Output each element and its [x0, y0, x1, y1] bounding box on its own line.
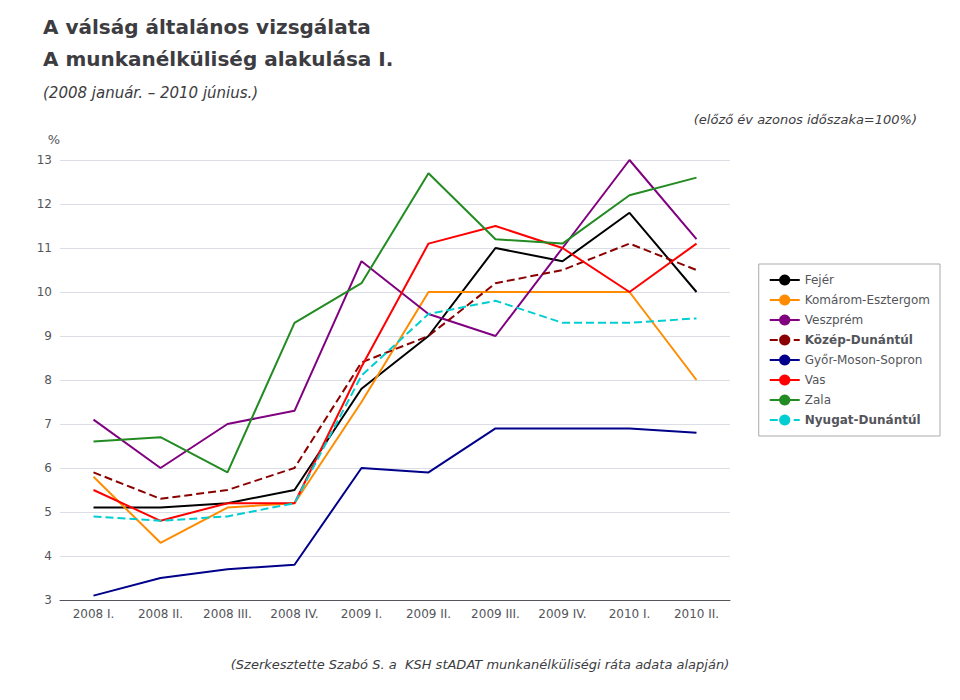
svg-text:A munkanélküliség alakulása I.: A munkanélküliség alakulása I. — [43, 47, 393, 71]
svg-text:(Szerkesztette Szabó S. a KSH: (Szerkesztette Szabó S. a KSH stADAT mun… — [231, 657, 729, 672]
svg-text:2009 II.: 2009 II. — [406, 607, 451, 621]
svg-text:2010 II.: 2010 II. — [674, 607, 719, 621]
svg-text:2010 I.: 2010 I. — [609, 607, 651, 621]
svg-text:2008 I.: 2008 I. — [73, 607, 115, 621]
svg-text:5: 5 — [44, 505, 52, 519]
svg-text:13: 13 — [37, 153, 52, 167]
svg-text:Vas: Vas — [805, 373, 826, 387]
svg-text:10: 10 — [37, 285, 52, 299]
svg-text:Győr-Moson-Sopron: Győr-Moson-Sopron — [805, 353, 923, 367]
svg-text:6: 6 — [44, 461, 52, 475]
svg-text:12: 12 — [37, 197, 52, 211]
svg-text:2008 II.: 2008 II. — [138, 607, 183, 621]
svg-text:2009 I.: 2009 I. — [341, 607, 383, 621]
svg-text:2009 III.: 2009 III. — [471, 607, 520, 621]
svg-text:Veszprém: Veszprém — [805, 313, 864, 327]
svg-text:9: 9 — [44, 329, 52, 343]
svg-text:Zala: Zala — [805, 393, 831, 407]
svg-text:Közép-Dunántúl: Közép-Dunántúl — [805, 333, 913, 347]
svg-text:3: 3 — [44, 593, 52, 607]
svg-text:2008 IV.: 2008 IV. — [270, 607, 318, 621]
svg-text:7: 7 — [44, 417, 52, 431]
svg-text:8: 8 — [44, 373, 52, 387]
svg-text:(előző év azonos időszaka=100%: (előző év azonos időszaka=100%) — [694, 112, 917, 127]
svg-text:2009 IV.: 2009 IV. — [538, 607, 586, 621]
svg-text:(2008 január. – 2010 június.): (2008 január. – 2010 június.) — [43, 84, 258, 102]
svg-text:Nyugat-Dunántúl: Nyugat-Dunántúl — [805, 413, 921, 427]
svg-text:Komárom-Esztergom: Komárom-Esztergom — [805, 293, 930, 307]
svg-text:Fejér: Fejér — [805, 273, 834, 287]
svg-text:2008 III.: 2008 III. — [203, 607, 252, 621]
svg-text:%: % — [48, 132, 60, 147]
svg-text:11: 11 — [37, 241, 52, 255]
svg-text:A válság általános vizsgálata: A válság általános vizsgálata — [43, 15, 371, 39]
svg-text:4: 4 — [44, 549, 52, 563]
